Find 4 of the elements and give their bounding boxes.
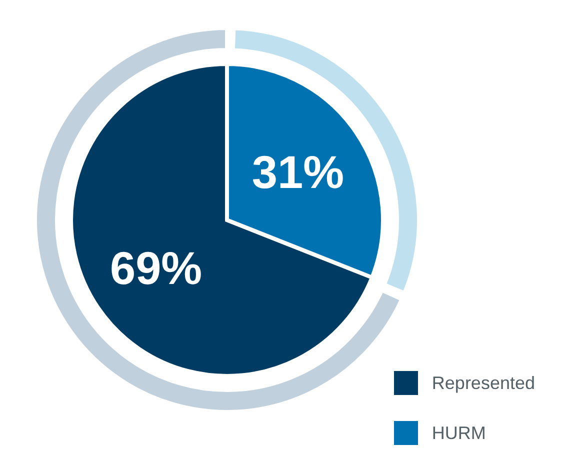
data-label: 69% [110, 242, 202, 294]
legend-label: Represented [432, 372, 535, 394]
data-label: 31% [252, 146, 344, 198]
legend-label: HURM [432, 422, 486, 444]
